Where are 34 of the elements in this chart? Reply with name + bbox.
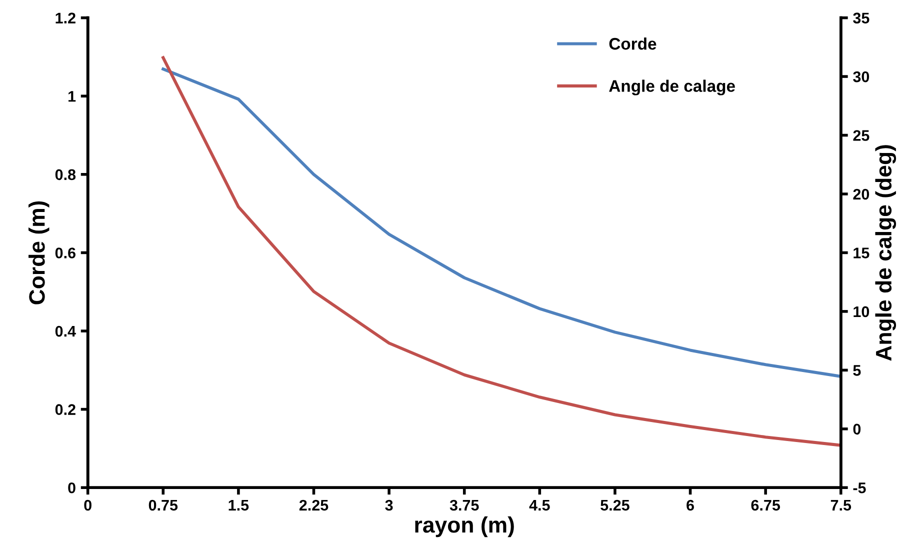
y2-tick-label: 5 <box>853 365 861 376</box>
y2-tick-label: 0 <box>853 424 861 435</box>
x-tick-label: 7.5 <box>830 500 852 511</box>
y2-tick-label: -5 <box>853 482 866 494</box>
y2-tick-label: 10 <box>854 306 870 318</box>
y-tick-label: 1 <box>68 91 76 102</box>
line-series <box>162 68 841 378</box>
y2-axis-title: Angle de calge (deg) <box>875 145 896 361</box>
x-tick-label: 6.75 <box>751 500 780 511</box>
x-tick-label: 6 <box>686 500 694 511</box>
x-tick-label: 4.5 <box>529 500 550 511</box>
y-tick-label: 0.4 <box>55 326 76 337</box>
y2-tick-label: 25 <box>853 130 870 141</box>
y-tick-label: 0 <box>68 482 76 494</box>
x-tick-label: 1.5 <box>228 500 249 511</box>
y-tick-label: 1.2 <box>56 12 76 24</box>
legend-label: Corde <box>609 37 656 50</box>
y2-tick-label: 20 <box>853 188 870 200</box>
y-tick-label: 0.2 <box>55 404 76 415</box>
y2-tick-label: 15 <box>854 248 870 258</box>
x-tick-label: 3.75 <box>450 500 479 511</box>
line-series <box>162 56 841 447</box>
y-axis-title: Corde (m) <box>28 201 50 304</box>
x-tick-label: 3 <box>385 500 393 511</box>
y-tick-label: 0.6 <box>55 248 76 258</box>
legend-label: Angle de calage <box>609 80 735 96</box>
x-tick-label: 2.25 <box>299 500 328 511</box>
x-tick-label: 0.75 <box>148 500 178 511</box>
x-tick-label: 0 <box>84 500 92 511</box>
x-axis-title: rayon (m) <box>415 516 514 538</box>
y2-tick-label: 30 <box>853 71 870 82</box>
y-tick-label: 0.8 <box>55 169 76 180</box>
x-tick-label: 5.25 <box>600 500 630 511</box>
y2-tick-label: 35 <box>853 12 870 24</box>
